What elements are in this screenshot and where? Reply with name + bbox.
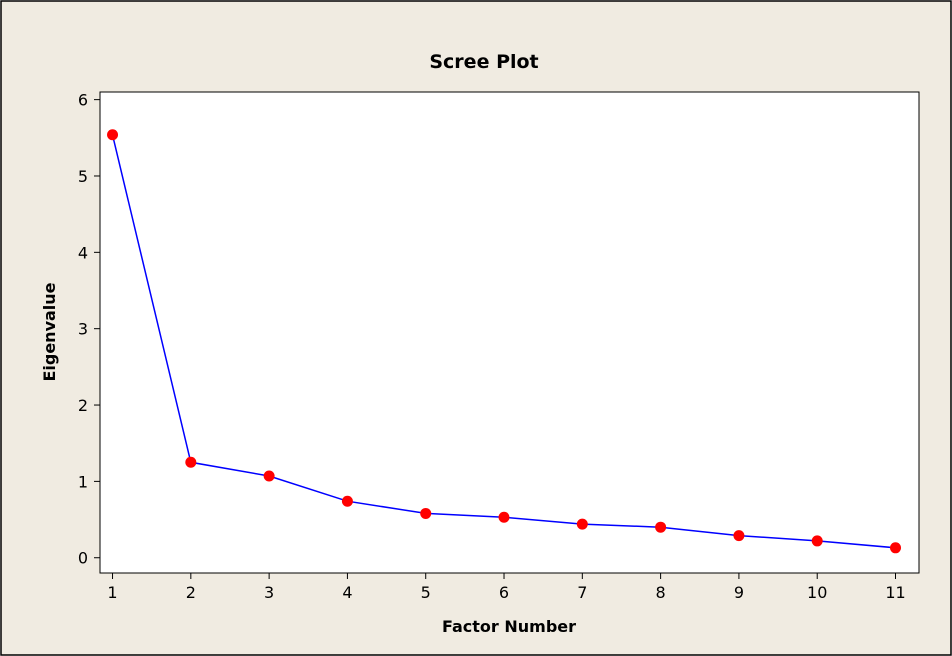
x-tick-label: 10: [807, 583, 827, 602]
x-tick-label: 11: [885, 583, 905, 602]
data-point: [811, 535, 823, 547]
data-point: [263, 470, 275, 482]
y-axis-ticks: 0 1 2 3 4 5 6: [78, 91, 100, 568]
data-point: [107, 129, 119, 141]
x-tick-label: 5: [421, 583, 431, 602]
x-tick-label: 6: [499, 583, 509, 602]
x-tick-label: 4: [342, 583, 352, 602]
plot-area: [99, 91, 920, 574]
data-point: [733, 530, 745, 542]
y-tick-label: 4: [78, 243, 88, 262]
y-axis-label: Eigenvalue: [40, 282, 59, 381]
chart-title: Scree Plot: [429, 51, 538, 73]
x-tick-label: 2: [186, 583, 196, 602]
data-point: [420, 507, 432, 519]
y-tick-label: 0: [78, 549, 88, 568]
x-tick-label: 1: [107, 583, 117, 602]
x-tick-label: 9: [734, 583, 744, 602]
x-axis-ticks: 1 2 3 4 5 6 7 8 9 10 11: [107, 573, 906, 602]
x-axis-label: Factor Number: [442, 617, 576, 636]
y-tick-label: 6: [78, 91, 88, 110]
data-point: [498, 511, 510, 523]
x-tick-label: 8: [656, 583, 666, 602]
data-point: [655, 521, 667, 533]
y-tick-label: 2: [78, 396, 88, 415]
y-tick-label: 1: [78, 472, 88, 491]
y-tick-label: 5: [78, 167, 88, 186]
data-point: [185, 456, 197, 468]
series-eigenvalue: [107, 129, 902, 554]
data-point: [341, 495, 353, 507]
x-tick-label: 3: [264, 583, 274, 602]
x-tick-label: 7: [577, 583, 587, 602]
data-point: [576, 518, 588, 530]
y-tick-label: 3: [78, 320, 88, 339]
data-point: [890, 542, 902, 554]
